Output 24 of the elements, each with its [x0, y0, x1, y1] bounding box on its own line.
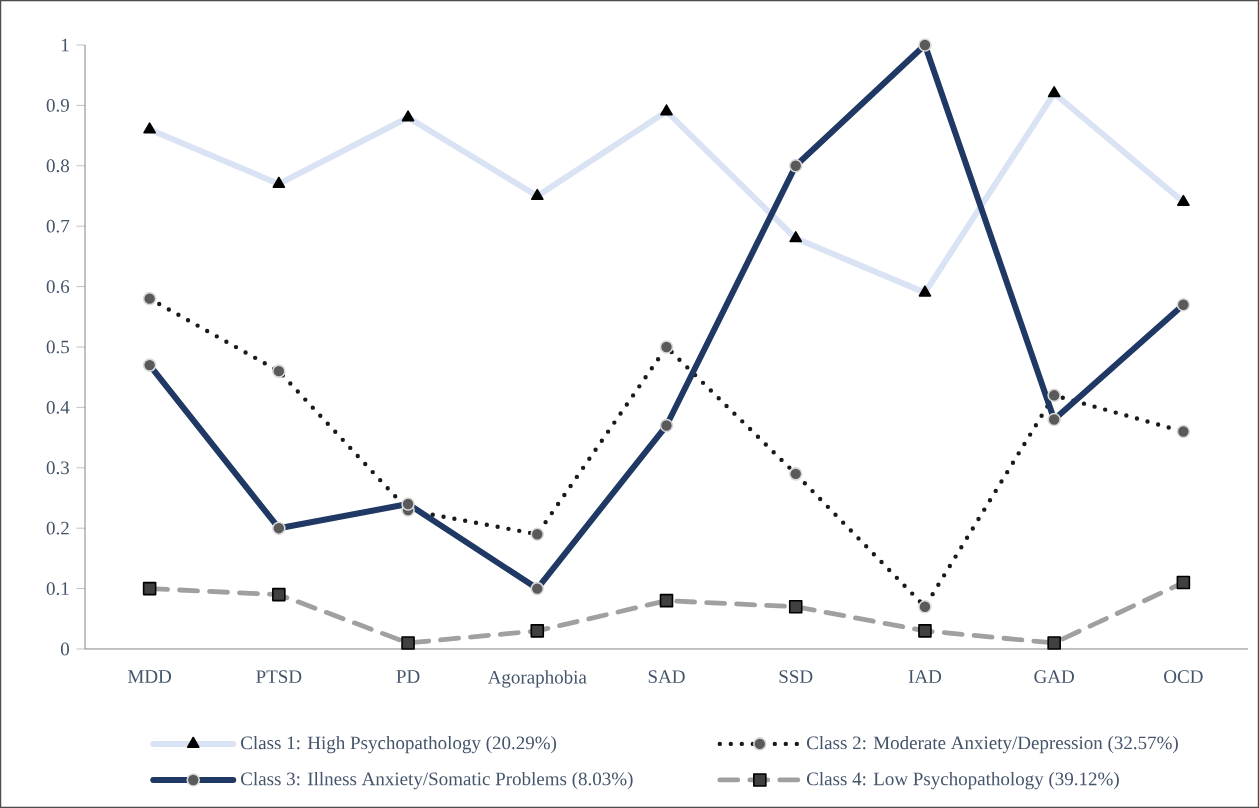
- x-tick-label: IAD: [908, 670, 942, 683]
- y-tick-label: 0.1: [46, 582, 69, 596]
- x-tick-label: PTSD: [256, 670, 302, 684]
- x-tick-label: GAD: [1034, 670, 1074, 684]
- y-tick-label: 0: [60, 642, 70, 656]
- x-tick-label: Agoraphobia: [487, 670, 587, 688]
- y-tick-label: 0.8: [46, 159, 70, 173]
- y-tick-label: 0.5: [46, 340, 69, 354]
- legend-label: Class 3: Illness Anxiety/Somatic Problems (8.03%): [241, 771, 633, 790]
- y-tick-label: 0.2: [46, 521, 69, 535]
- x-tick-label: MDD: [127, 670, 172, 683]
- x-tick-label: SSD: [779, 670, 813, 684]
- legend-label: Class 1: High Psychopathology (20.29%): [241, 735, 557, 754]
- y-tick-label: 0.4: [46, 400, 70, 414]
- y-tick-label: 0.9: [46, 98, 69, 112]
- x-tick-label: SAD: [648, 670, 685, 684]
- y-tick-label: 0.7: [46, 219, 70, 233]
- x-tick-label: OCD: [1164, 670, 1203, 684]
- y-tick-label: 1: [61, 38, 69, 52]
- x-tick-label: PD: [396, 670, 420, 683]
- legend-label: Class 4: Low Psychopathology (39.12%): [806, 771, 1119, 790]
- legend-label: Class 2: Moderate Anxiety/Depression (32.57%): [806, 735, 1178, 754]
- y-tick-label: 0.3: [46, 461, 69, 475]
- y-tick-label: 0.6: [46, 280, 70, 294]
